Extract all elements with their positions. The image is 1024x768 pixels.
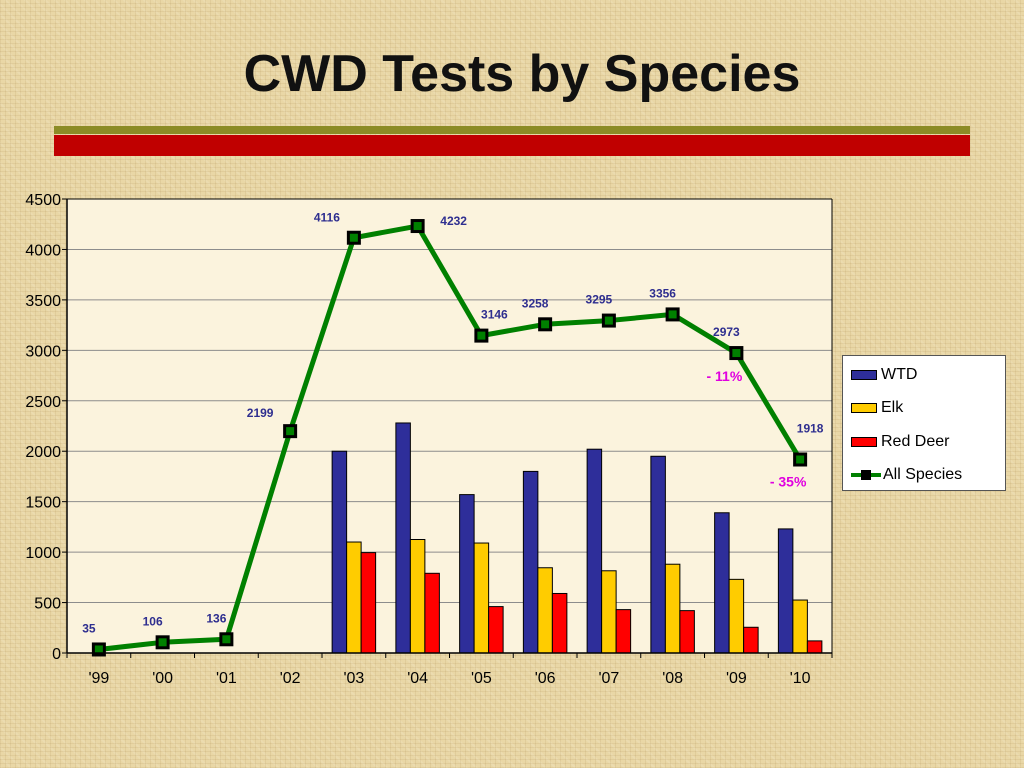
y-tick-label: 3000 bbox=[25, 343, 61, 360]
legend-swatch-red-deer bbox=[851, 437, 877, 447]
legend-swatch-all-species bbox=[851, 470, 881, 480]
legend-label-wtd: WTD bbox=[881, 366, 918, 383]
data-labels: 35 106 136 2199 4116 4232 3146 3258 3295 3356 2973… bbox=[82, 211, 824, 636]
marker-inner bbox=[477, 331, 486, 340]
x-tick-label: '06 bbox=[535, 670, 556, 687]
marker-inner bbox=[349, 233, 358, 242]
marker-inner bbox=[286, 427, 295, 436]
data-label: 3356 bbox=[649, 286, 676, 300]
title-bar-olive bbox=[54, 126, 970, 134]
bar-red-deer bbox=[424, 572, 440, 654]
marker-inner bbox=[413, 222, 422, 231]
data-label: 106 bbox=[143, 614, 163, 628]
percent-change-annotation: - 35% bbox=[770, 473, 807, 489]
y-tick-label: 3500 bbox=[25, 293, 61, 310]
y-tick-label: 2500 bbox=[25, 394, 61, 411]
bar-red-deer bbox=[360, 552, 377, 654]
bar-wtd bbox=[395, 422, 411, 654]
bar-wtd bbox=[586, 448, 603, 654]
legend: WTD Elk Red Deer All Species bbox=[842, 355, 1006, 491]
bar-elk bbox=[601, 570, 617, 654]
x-tick-label: '03 bbox=[343, 670, 364, 687]
y-tick-label: 1500 bbox=[25, 495, 61, 512]
data-label: 1918 bbox=[797, 421, 824, 435]
bar-wtd bbox=[714, 512, 730, 654]
x-tick-label: '02 bbox=[280, 670, 301, 687]
marker-inner bbox=[222, 635, 231, 644]
x-tick-label: '09 bbox=[726, 670, 747, 687]
bar-wtd bbox=[522, 470, 539, 654]
legend-item-elk: Elk bbox=[851, 398, 903, 418]
marker-inner bbox=[796, 455, 805, 464]
x-tick-label: '04 bbox=[407, 670, 428, 687]
slide-title: CWD Tests by Species bbox=[243, 45, 801, 103]
axes: 0 500 1000 1500 2000 2500 3000 3500 4000 4500 '99 '… bbox=[25, 192, 833, 687]
x-tick-label: '00 bbox=[152, 670, 173, 687]
legend-label-red-deer: Red Deer bbox=[881, 433, 950, 450]
line-all-species bbox=[98, 223, 803, 652]
y-tick-label: 500 bbox=[34, 596, 61, 613]
x-tick-label: '08 bbox=[662, 670, 683, 687]
y-tick-label: 2000 bbox=[25, 444, 61, 461]
bar-elk bbox=[473, 542, 490, 654]
legend-swatch-elk bbox=[851, 403, 877, 413]
bar-elk bbox=[409, 539, 426, 654]
line-series bbox=[91, 219, 808, 657]
data-label: 2973 bbox=[713, 325, 740, 339]
marker-inner bbox=[158, 638, 167, 647]
bar-elk bbox=[537, 567, 553, 654]
x-tick-label: '10 bbox=[790, 670, 811, 687]
y-tick-label: 1000 bbox=[25, 545, 61, 562]
data-label: 3295 bbox=[586, 293, 613, 307]
bar-red-deer bbox=[743, 626, 759, 654]
bar-elk bbox=[728, 578, 745, 654]
data-label: 4232 bbox=[440, 214, 467, 228]
data-label: 3258 bbox=[522, 296, 549, 310]
legend-label-elk: Elk bbox=[881, 399, 904, 416]
plot-area bbox=[67, 199, 832, 653]
legend-item-red-deer: Red Deer bbox=[851, 432, 949, 452]
marker-inner bbox=[604, 316, 613, 325]
bar-wtd bbox=[650, 455, 666, 654]
bar-wtd bbox=[331, 450, 348, 654]
data-label: 3146 bbox=[481, 308, 508, 322]
bar-elk bbox=[664, 563, 681, 654]
marker-inner bbox=[732, 349, 741, 358]
percent-change-annotation: - 11% bbox=[706, 368, 742, 384]
bar-red-deer bbox=[488, 606, 504, 654]
x-tick-label: '99 bbox=[88, 670, 109, 687]
marker-inner bbox=[668, 310, 677, 319]
legend-swatch-wtd bbox=[851, 370, 877, 380]
y-tick-label: 4000 bbox=[25, 242, 61, 259]
data-label: 136 bbox=[206, 611, 226, 625]
bar-wtd bbox=[459, 494, 475, 654]
x-tick-label: '05 bbox=[471, 670, 492, 687]
title-bar-red bbox=[54, 135, 970, 156]
marker-inner bbox=[541, 320, 550, 329]
x-tick-label: '07 bbox=[598, 670, 619, 687]
legend-item-all-species: All Species bbox=[851, 465, 962, 485]
bar-red-deer bbox=[679, 610, 695, 654]
bar-elk bbox=[792, 599, 808, 654]
data-label: 4116 bbox=[314, 211, 340, 225]
legend-label-all-species: All Species bbox=[883, 466, 963, 483]
data-label: 2199 bbox=[247, 406, 274, 420]
y-tick-label: 0 bbox=[52, 646, 61, 663]
marker-inner bbox=[94, 645, 103, 654]
y-tick-label: 4500 bbox=[25, 192, 61, 209]
bar-red-deer bbox=[615, 609, 632, 654]
bar-red-deer bbox=[806, 640, 823, 654]
x-tick-label: '01 bbox=[216, 670, 237, 687]
legend-item-wtd: WTD bbox=[851, 365, 917, 385]
data-label: 35 bbox=[82, 621, 96, 635]
bar-wtd bbox=[777, 528, 794, 654]
bar-elk bbox=[346, 541, 362, 654]
bar-red-deer bbox=[551, 592, 568, 654]
